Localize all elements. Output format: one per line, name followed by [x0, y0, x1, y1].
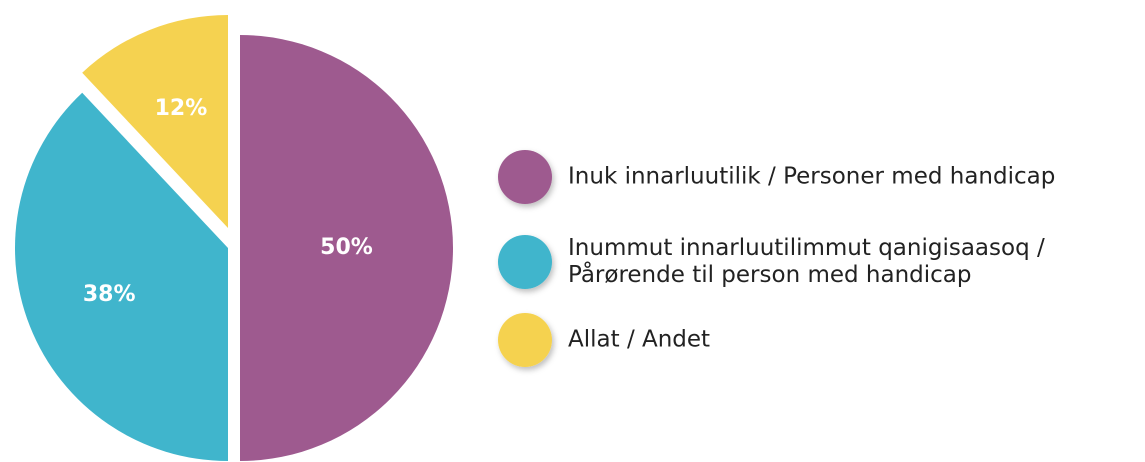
- slice-label: 38%: [83, 282, 136, 307]
- pie-slice: [240, 35, 453, 461]
- legend-swatch: [498, 150, 552, 204]
- legend-label: Inuk innarluutilik / Personer med handic…: [568, 163, 1056, 190]
- slice-label: 12%: [155, 96, 208, 121]
- legend-swatch: [498, 235, 552, 289]
- slice-label: 50%: [320, 235, 373, 260]
- legend-label: Allat / Andet: [568, 326, 711, 353]
- legend-swatch: [498, 313, 552, 367]
- legend-label: Inummut innarluutilimmut qanigisaasoq / …: [568, 235, 1045, 288]
- pie-slice: [82, 15, 228, 228]
- pie-slice: [15, 92, 228, 462]
